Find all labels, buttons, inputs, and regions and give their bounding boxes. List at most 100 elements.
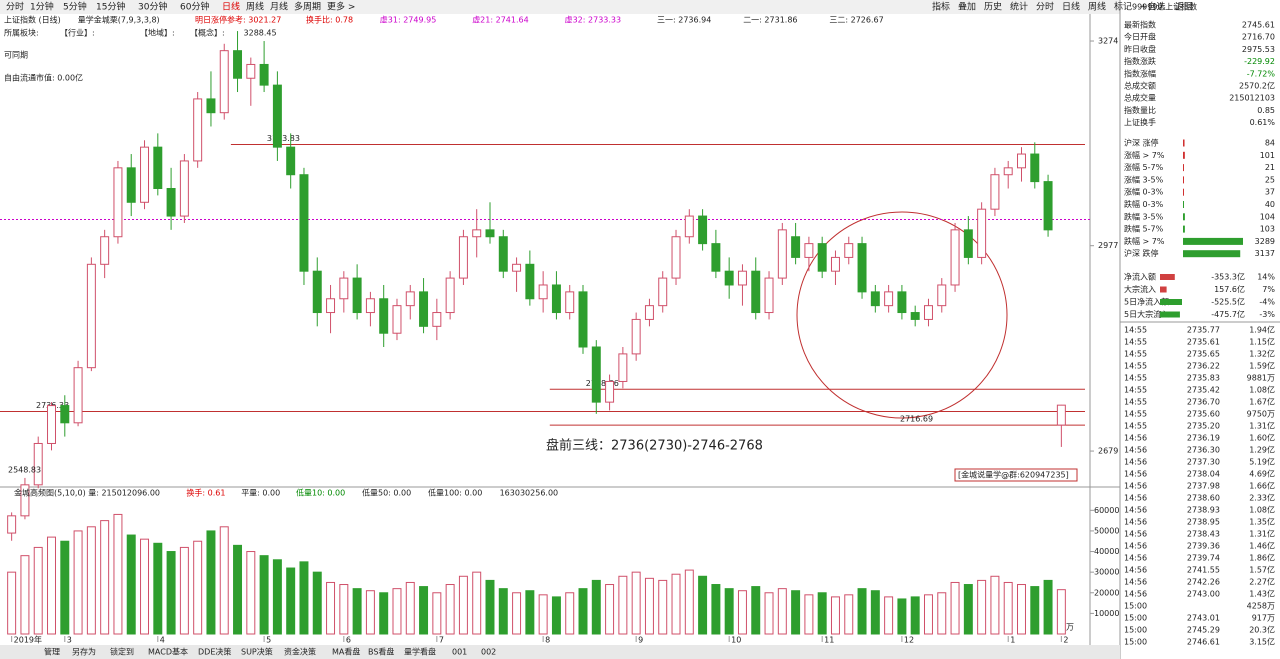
y-tick-label: 10000 xyxy=(1094,609,1119,618)
candle-body xyxy=(565,291,575,314)
toolbar-tab[interactable]: 分时 xyxy=(6,1,24,13)
bottom-tab[interactable]: DDE决策 xyxy=(198,647,231,657)
candle-body xyxy=(472,229,482,238)
level-label: 2768.66 xyxy=(586,379,619,388)
breadth-label: 涨幅 5-7% xyxy=(1124,162,1164,172)
trade-price: 2735.77 xyxy=(1187,326,1220,335)
toolbar-tab[interactable]: 5分钟 xyxy=(63,1,87,13)
toolbar-button[interactable]: +自选 xyxy=(1140,1,1166,13)
low-annotation: 2548.83 xyxy=(8,466,41,475)
trade-time: 14:55 xyxy=(1124,422,1147,431)
breadth-label: 跌幅 0-3% xyxy=(1124,199,1164,209)
candle-body xyxy=(339,277,349,300)
y-tick-label: 2977 xyxy=(1098,241,1118,250)
trade-price: 2736.19 xyxy=(1187,434,1220,443)
candle-body xyxy=(286,146,296,176)
candle-body xyxy=(950,229,960,286)
volume-bar xyxy=(193,540,203,635)
quote-value: 0.61% xyxy=(1250,118,1276,127)
toolbar-button[interactable]: 返回 xyxy=(1175,1,1193,13)
trade-volume: 20.3亿 xyxy=(1249,625,1275,635)
volume-bar xyxy=(870,590,880,635)
toolbar-tab[interactable]: 30分钟 xyxy=(138,1,167,13)
volume-bar xyxy=(724,588,734,635)
toolbar-tab[interactable]: 周线 xyxy=(246,1,264,13)
toolbar-button[interactable]: 统计 xyxy=(1010,1,1028,13)
toolbar-button[interactable]: 分时 xyxy=(1036,1,1054,13)
trade-time: 14:56 xyxy=(1124,482,1147,491)
bottom-tab[interactable]: 001 xyxy=(452,648,467,657)
breadth-bar xyxy=(1183,237,1243,245)
toolbar-tab[interactable]: 15分钟 xyxy=(96,1,125,13)
trade-time: 14:55 xyxy=(1124,326,1147,335)
toolbar-tab[interactable]: 多周期 xyxy=(294,1,321,13)
bottom-tab[interactable]: 另存为 xyxy=(72,647,96,657)
trade-price: 2745.29 xyxy=(1187,626,1220,635)
bottom-tab[interactable]: 管理 xyxy=(44,647,60,657)
toolbar-tab[interactable]: 日线 xyxy=(222,1,240,13)
indicator-item: 量学金城栗(7,9,3,3,8) xyxy=(78,15,160,25)
trade-time: 14:56 xyxy=(1124,458,1147,467)
candle-body xyxy=(246,63,256,79)
fund-label: 5日大宗流入 xyxy=(1124,309,1169,319)
toolbar-button[interactable]: 日线 xyxy=(1062,1,1080,13)
toolbar-tab[interactable]: 1分钟 xyxy=(30,1,54,13)
bottom-tab[interactable]: BS看盘 xyxy=(368,647,394,657)
info-label: 【概念】: xyxy=(190,28,225,38)
candle-body xyxy=(684,215,694,238)
volume-bar xyxy=(60,540,70,635)
toolbar-button[interactable]: 标记 xyxy=(1114,1,1132,13)
bottom-tab[interactable]: 002 xyxy=(481,648,496,657)
volume-bar xyxy=(671,573,681,635)
trade-time: 15:00 xyxy=(1124,602,1147,611)
bottom-tab[interactable]: MACD基本 xyxy=(148,647,188,657)
volume-bar xyxy=(711,584,721,635)
bottom-tab[interactable]: 锁定到 xyxy=(110,647,134,657)
toolbar-tab[interactable]: 60分钟 xyxy=(180,1,209,13)
bottom-tab[interactable]: MA看盘 xyxy=(332,647,360,657)
breadth-bar xyxy=(1183,139,1185,147)
trade-time: 14:56 xyxy=(1124,518,1147,527)
toolbar-button[interactable]: 历史 xyxy=(984,1,1002,13)
trade-price: 2741.55 xyxy=(1187,566,1220,575)
fund-value: -525.5亿 xyxy=(1211,297,1245,307)
toolbar-tab[interactable]: 更多 > xyxy=(327,1,355,13)
indicator-item: 虚21: 2741.64 xyxy=(472,15,529,25)
candle-body xyxy=(631,318,641,355)
bottom-tab[interactable]: SUP决策 xyxy=(241,647,273,657)
volume-bar xyxy=(512,592,522,635)
candle-body xyxy=(1030,153,1040,183)
trade-volume: 1.46亿 xyxy=(1249,541,1275,551)
candle-body xyxy=(485,229,495,238)
candle-body xyxy=(830,256,840,272)
volume-bar xyxy=(618,575,628,635)
volume-bar xyxy=(419,586,429,635)
breadth-count: 37 xyxy=(1265,188,1275,197)
bottom-tab[interactable]: 资金决策 xyxy=(284,647,316,657)
candle-body xyxy=(33,442,43,486)
bottom-tab[interactable]: 量学看盘 xyxy=(404,647,436,657)
volume-title: 平量: 0.00 xyxy=(241,489,280,498)
candle-body xyxy=(352,277,362,314)
candle-body xyxy=(20,484,30,517)
toolbar-button[interactable]: 周线 xyxy=(1088,1,1106,13)
candle-body xyxy=(113,167,123,238)
candle-body xyxy=(272,84,282,148)
trade-price: 2735.60 xyxy=(1187,410,1220,419)
quote-label: 指数涨幅 xyxy=(1124,68,1156,78)
toolbar-button[interactable]: 指标 xyxy=(932,1,950,13)
candle-body xyxy=(153,146,163,189)
fund-bar xyxy=(1160,311,1180,318)
quote-value: -229.92 xyxy=(1244,57,1275,66)
candle-body xyxy=(47,405,56,444)
candle-body xyxy=(445,277,455,314)
toolbar-button[interactable]: 叠加 xyxy=(958,2,976,13)
quote-label: 上证换手 xyxy=(1124,117,1156,127)
volume-bar xyxy=(7,571,17,635)
volume-bar xyxy=(219,526,229,635)
trade-price: 2738.04 xyxy=(1187,470,1220,479)
toolbar-tab[interactable]: 月线 xyxy=(270,1,288,13)
trade-volume: 1.67亿 xyxy=(1249,397,1275,407)
trade-time: 14:55 xyxy=(1124,386,1147,395)
volume-bar xyxy=(352,588,362,635)
